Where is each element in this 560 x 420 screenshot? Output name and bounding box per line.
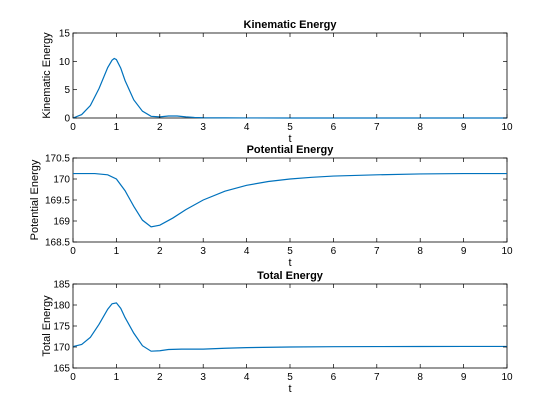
series-line: [73, 172, 507, 228]
x-tick-label: 3: [200, 246, 206, 257]
y-axis-label: Kinematic Energy: [41, 32, 53, 119]
y-tick-label: 185: [53, 280, 70, 291]
y-tick-label: 170: [53, 175, 70, 186]
axes-box: [72, 157, 508, 243]
y-tick-label: 175: [53, 322, 70, 333]
x-tick-label: 10: [501, 372, 513, 383]
y-axis-label: Potential Energy: [29, 159, 41, 240]
x-tick-label: 9: [461, 122, 467, 133]
y-tick-label: 15: [59, 29, 71, 40]
y-tick-label: 0: [64, 114, 70, 125]
y-tick-label: 165: [53, 364, 70, 375]
chart-title: Potential Energy: [247, 144, 335, 156]
x-tick-label: 2: [157, 246, 163, 257]
x-tick-label: 1: [114, 372, 120, 383]
x-axis-label: t: [288, 133, 291, 145]
x-tick-label: 6: [331, 122, 337, 133]
x-tick-label: 6: [331, 246, 337, 257]
x-tick-label: 8: [417, 122, 423, 133]
subplot-2: 0 1 2 3 4 5 6 7 8 9 10 168.5 169 169.5 170 170.5 Potenti…: [29, 144, 513, 269]
x-tick-label: 3: [200, 122, 206, 133]
x-tick-label: 4: [244, 122, 250, 133]
series-line: [72, 302, 507, 352]
x-tick-label: 10: [501, 122, 513, 133]
x-tick-label: 6: [331, 372, 337, 383]
y-tick-label: 10: [59, 57, 71, 68]
y-tick-label: 168.5: [45, 238, 70, 249]
x-tick-label: 9: [461, 372, 467, 383]
x-tick-label: 7: [374, 122, 380, 133]
x-tick-label: 4: [244, 372, 250, 383]
x-tick-label: 5: [287, 372, 293, 383]
axes-box: [72, 283, 508, 369]
y-tick-label: 170: [53, 343, 70, 354]
x-tick-label: 3: [200, 372, 206, 383]
x-axis-label: t: [288, 257, 291, 269]
y-tick-label: 180: [53, 301, 70, 312]
x-tick-label: 0: [70, 246, 76, 257]
y-tick-label: 169.5: [45, 196, 70, 207]
x-tick-label: 0: [70, 372, 76, 383]
chart-title: Total Energy: [257, 270, 324, 282]
y-tick-label: 169: [53, 217, 70, 228]
x-tick-label: 0: [70, 122, 76, 133]
chart-title: Kinematic Energy: [244, 19, 338, 31]
x-tick-label: 1: [114, 246, 120, 257]
x-tick-label: 8: [417, 246, 423, 257]
subplot-1: 0 1 2 3 4 5 6 7 8 9 10 0 5 10 15 Kinematic Energy t Kinem…: [41, 19, 513, 145]
y-tick-label: 170.5: [45, 154, 70, 165]
x-tick-label: 5: [287, 246, 293, 257]
x-tick-label: 2: [157, 122, 163, 133]
x-tick-label: 4: [244, 246, 250, 257]
x-axis-label: t: [288, 383, 291, 395]
axes-box: [72, 32, 508, 119]
x-tick-label: 10: [501, 246, 513, 257]
x-tick-label: 9: [461, 246, 467, 257]
y-axis-label: Total Energy: [41, 295, 53, 357]
x-tick-label: 1: [114, 122, 120, 133]
x-tick-label: 8: [417, 372, 423, 383]
x-tick-label: 2: [157, 372, 163, 383]
x-tick-label: 5: [287, 122, 293, 133]
x-tick-label: 7: [374, 372, 380, 383]
y-tick-label: 5: [64, 85, 70, 96]
x-tick-label: 7: [374, 246, 380, 257]
